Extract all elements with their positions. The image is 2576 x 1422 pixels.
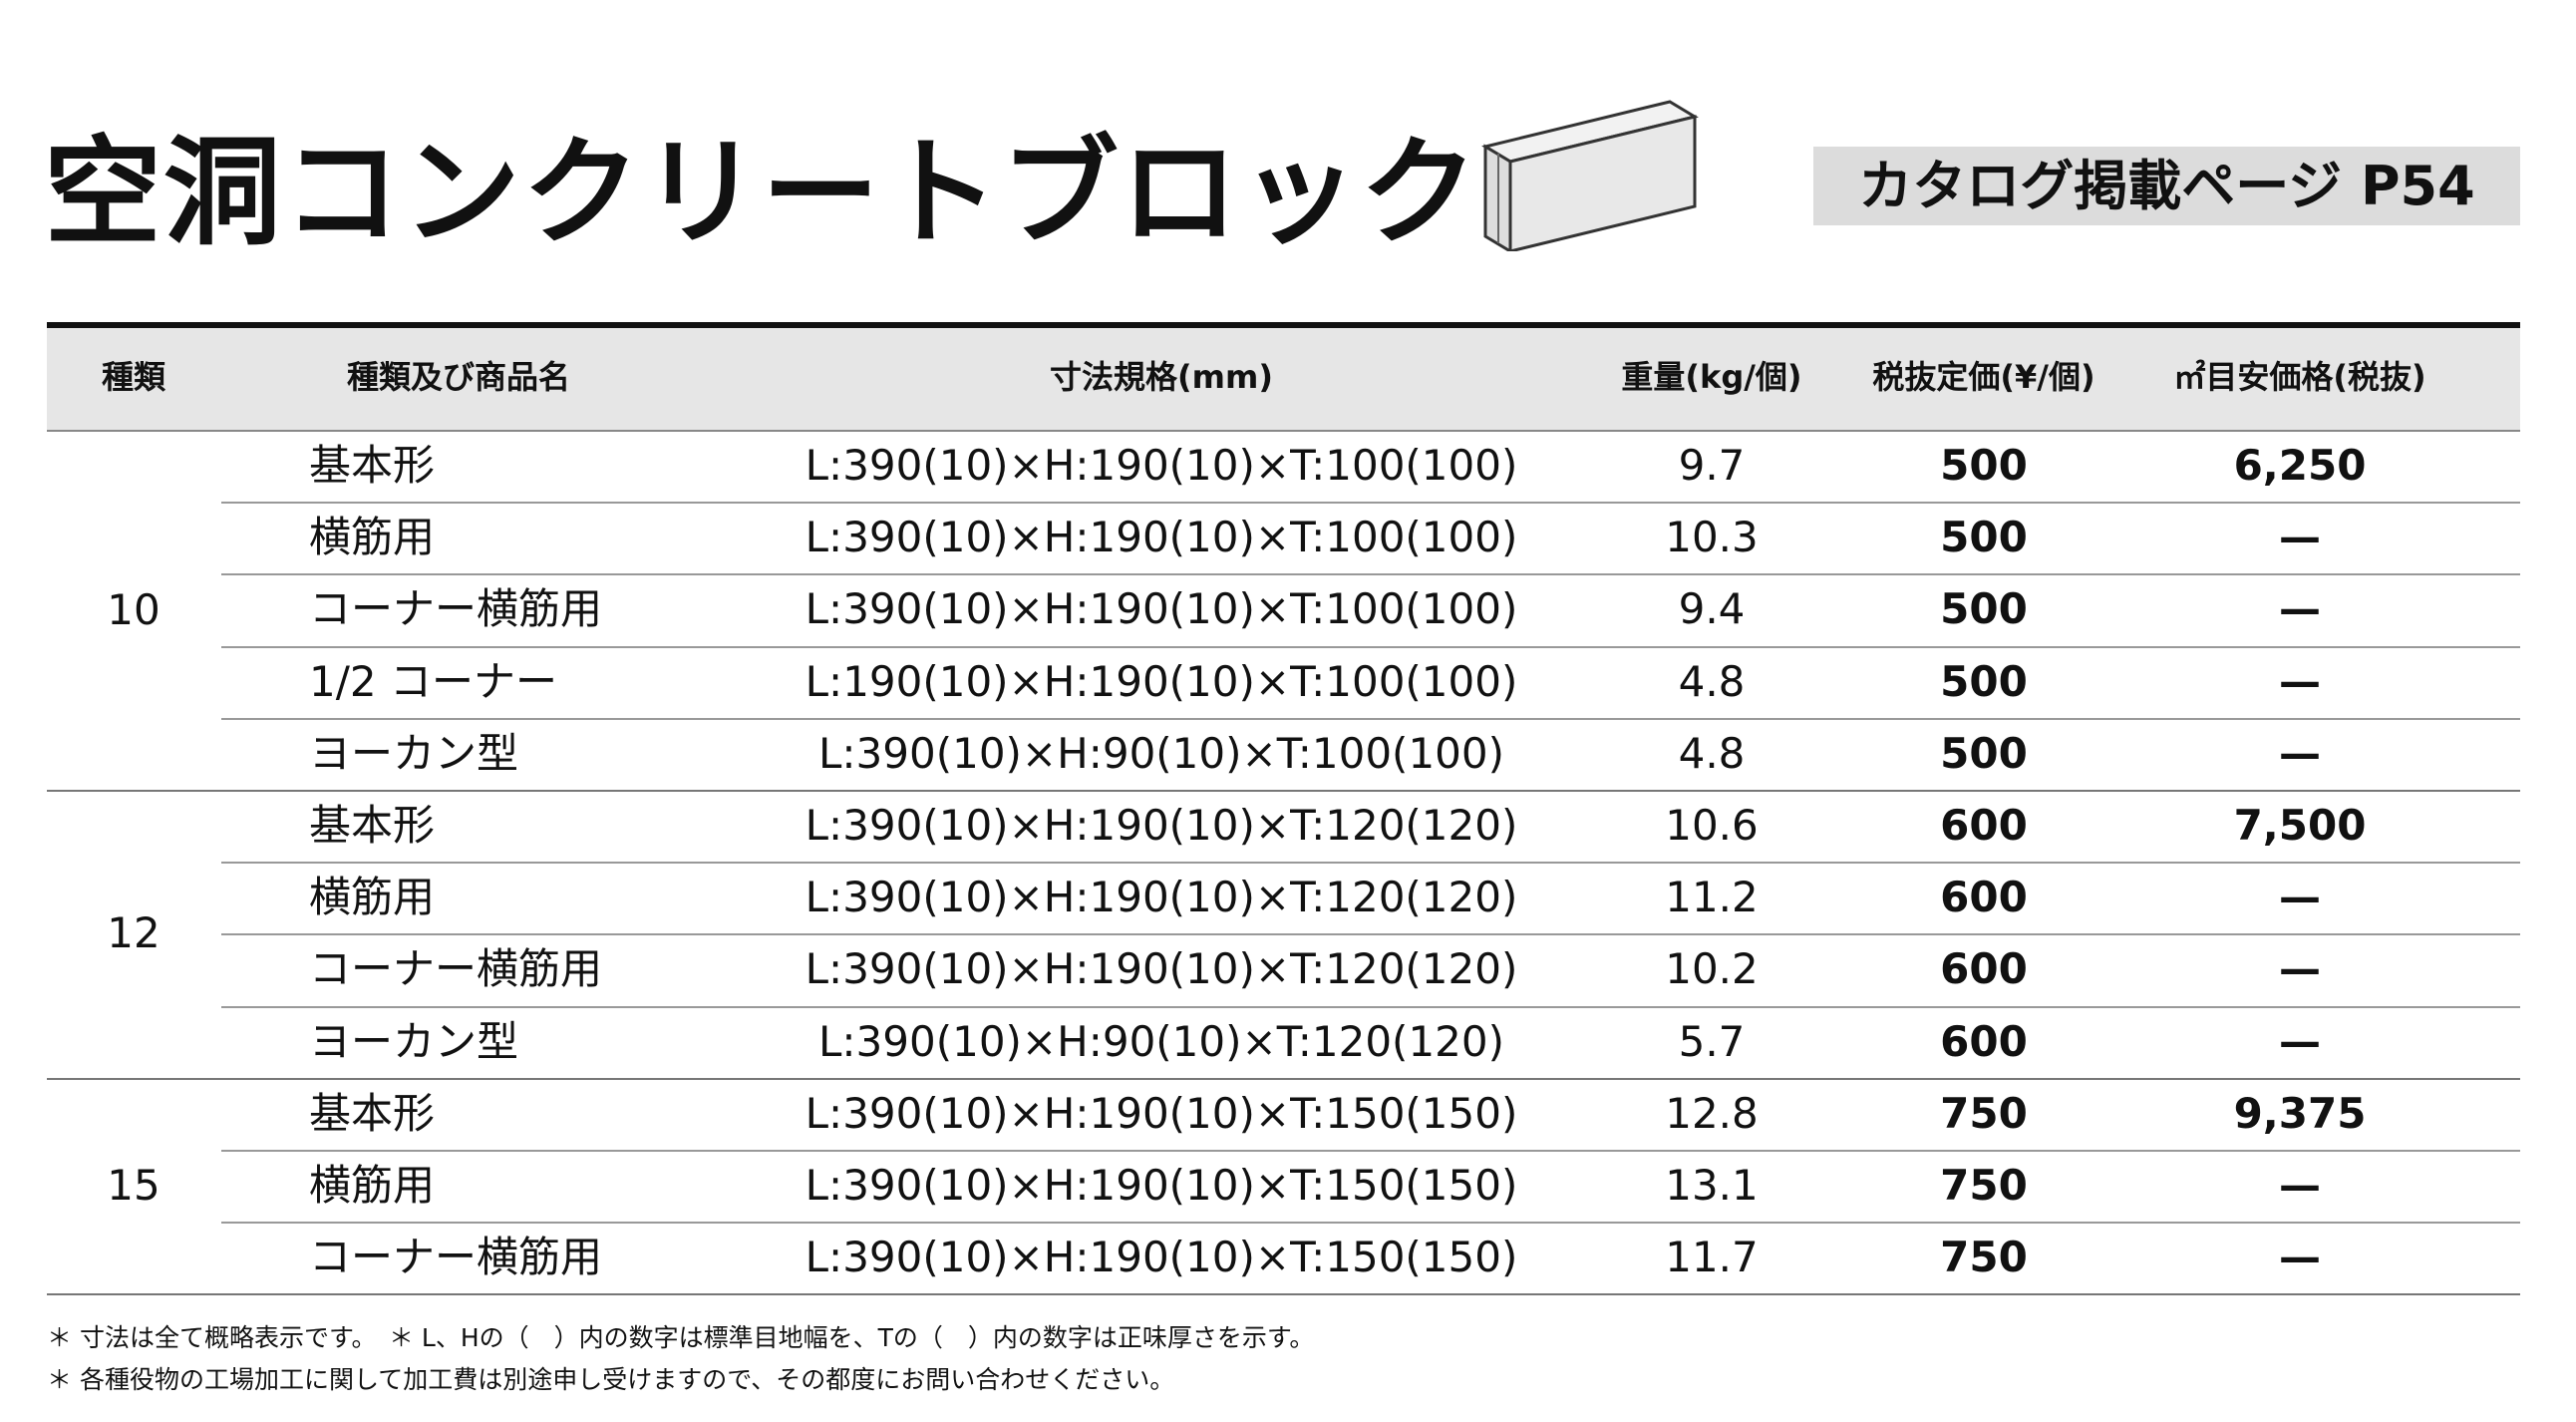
cell: L:390(10)×H:90(10)×T:100(100) — [818, 728, 1504, 778]
cell: 11.2 — [1665, 873, 1759, 922]
cell: 600 — [1940, 1016, 2028, 1066]
type-cell: 15 — [107, 1161, 161, 1211]
product-name: コーナー横筋用 — [309, 1233, 603, 1282]
product-name: コーナー横筋用 — [309, 584, 603, 634]
row-rule — [221, 1150, 2520, 1152]
cell: 9.7 — [1678, 441, 1746, 490]
cell: 6,250 — [2233, 441, 2367, 490]
column-header: 重量(kg/個) — [1621, 358, 1802, 396]
cell: 4.8 — [1678, 728, 1746, 778]
cell: — — [2279, 1233, 2321, 1282]
cell: — — [2279, 1161, 2321, 1210]
cell: L:390(10)×H:190(10)×T:150(150) — [805, 1233, 1518, 1282]
product-name: ヨーカン型 — [309, 1016, 519, 1066]
product-name: 基本形 — [309, 801, 436, 850]
cell: 600 — [1940, 873, 2028, 922]
cell: 10.6 — [1665, 801, 1759, 850]
top-rule — [47, 322, 2520, 328]
cell: L:390(10)×H:190(10)×T:120(120) — [805, 801, 1518, 850]
cell: 5.7 — [1678, 1016, 1746, 1066]
column-header: 種類及び商品名 — [346, 358, 571, 396]
product-name: 横筋用 — [309, 1161, 436, 1210]
header-rule — [47, 430, 2520, 432]
cell: — — [2279, 873, 2321, 922]
cell: 11.7 — [1665, 1233, 1759, 1282]
row-rule — [221, 717, 2520, 720]
block-icon — [1481, 100, 1699, 251]
cell: 13.1 — [1665, 1161, 1759, 1210]
cell: — — [2279, 513, 2321, 562]
group-rule — [47, 1077, 2520, 1080]
product-name: 横筋用 — [309, 513, 436, 562]
note: ＊ 各種役物の工場加工に関して加工費は別途申し受けますので、その都度にお問い合わ… — [47, 1365, 1175, 1394]
cell: 10.2 — [1665, 944, 1759, 994]
cell: — — [2279, 584, 2321, 634]
cell: 9,375 — [2233, 1088, 2367, 1138]
cell: 500 — [1940, 441, 2028, 490]
title: 空洞コンクリートブロック — [44, 124, 1480, 261]
cell: L:390(10)×H:190(10)×T:120(120) — [805, 944, 1518, 994]
cell: L:390(10)×H:90(10)×T:120(120) — [818, 1016, 1504, 1066]
cell: 12.8 — [1665, 1088, 1759, 1138]
cell: 600 — [1940, 944, 2028, 994]
cell: L:390(10)×H:190(10)×T:100(100) — [805, 584, 1518, 634]
row-rule — [221, 1222, 2520, 1225]
catalog-page: カタログ掲載ページ P54 — [1813, 147, 2520, 225]
type-cell: 12 — [107, 908, 161, 958]
row-rule — [221, 933, 2520, 936]
cell: L:390(10)×H:190(10)×T:150(150) — [805, 1088, 1518, 1138]
cell: — — [2279, 728, 2321, 778]
cell: 10.3 — [1665, 513, 1759, 562]
column-header: 税抜定価(¥/個) — [1872, 358, 2095, 396]
row-rule — [221, 645, 2520, 648]
cell: 600 — [1940, 801, 2028, 850]
cell: 500 — [1940, 728, 2028, 778]
product-name: 基本形 — [309, 441, 436, 490]
row-rule — [221, 1005, 2520, 1008]
group-rule — [47, 790, 2520, 792]
cell: L:390(10)×H:190(10)×T:150(150) — [805, 1161, 1518, 1210]
cell: 9.4 — [1678, 584, 1746, 634]
cell: 7,500 — [2233, 801, 2367, 850]
column-header: 寸法規格(mm) — [1050, 358, 1273, 396]
cell: L:190(10)×H:190(10)×T:100(100) — [805, 656, 1518, 706]
column-header: ㎡目安価格(税抜) — [2173, 358, 2426, 396]
product-name: 基本形 — [309, 1088, 436, 1138]
type-cell: 10 — [107, 584, 161, 634]
cell: — — [2279, 944, 2321, 994]
column-header: 種類 — [101, 358, 166, 396]
group-rule — [47, 1293, 2520, 1296]
cell: 4.8 — [1678, 656, 1746, 706]
cell: 500 — [1940, 584, 2028, 634]
cell: — — [2279, 1016, 2321, 1066]
cell: L:390(10)×H:190(10)×T:100(100) — [805, 513, 1518, 562]
product-name: コーナー横筋用 — [309, 944, 603, 994]
cell: 750 — [1940, 1161, 2028, 1210]
cell: 500 — [1940, 656, 2028, 706]
cell: 750 — [1940, 1233, 2028, 1282]
cell: 500 — [1940, 513, 2028, 562]
cell: — — [2279, 656, 2321, 706]
product-name: 横筋用 — [309, 873, 436, 922]
row-rule — [221, 862, 2520, 865]
cell: 750 — [1940, 1088, 2028, 1138]
row-rule — [221, 502, 2520, 505]
header-bg — [47, 325, 2520, 430]
cell: L:390(10)×H:190(10)×T:100(100) — [805, 441, 1518, 490]
row-rule — [221, 573, 2520, 576]
cell: L:390(10)×H:190(10)×T:120(120) — [805, 873, 1518, 922]
note: ＊ 寸法は全て概略表示です。 ＊ L、Hの（ ）内の数字は標準目地幅を、Tの（ … — [47, 1323, 1315, 1352]
product-name: 1/2 コーナー — [309, 656, 557, 706]
product-name: ヨーカン型 — [309, 728, 519, 778]
